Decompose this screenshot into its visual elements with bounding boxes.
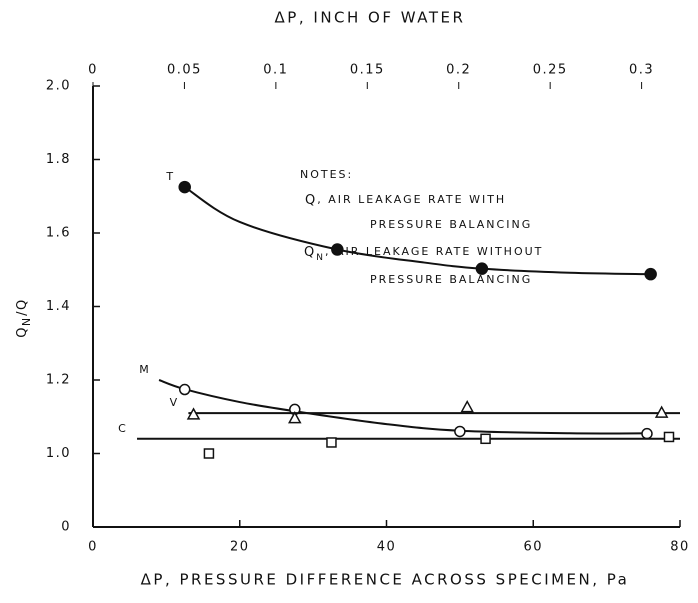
marker <box>641 427 653 440</box>
note-line: QN, AIR LEAKAGE RATE WITHOUT <box>304 245 543 263</box>
x-axis-title: ΔP, PRESSURE DIFFERENCE ACROSS SPECIMEN,… <box>141 571 630 589</box>
x2-tick-label: 0.25 <box>533 63 568 78</box>
x2-tick-label: 0.2 <box>446 63 471 78</box>
note-subscript: N <box>316 253 325 263</box>
note-symbol: Q <box>304 245 316 260</box>
series-label: V <box>170 396 180 409</box>
note-text: PRESSURE BALANCING <box>370 218 532 231</box>
x-tick-label: 60 <box>523 540 543 555</box>
marker <box>644 267 657 281</box>
note-line: Q, AIR LEAKAGE RATE WITH <box>305 193 506 208</box>
marker <box>475 262 489 275</box>
marker <box>288 411 302 424</box>
x-tick-label: 20 <box>230 540 250 555</box>
series-label: T <box>165 170 175 183</box>
y-label-rest: /Q <box>15 298 30 316</box>
series-label: C <box>118 422 128 435</box>
marker <box>178 383 191 396</box>
y-axis-title: QN/Q <box>15 298 34 338</box>
x-tick-label: 40 <box>377 540 397 555</box>
y-label-subscript: N <box>20 316 33 326</box>
marker <box>178 180 191 194</box>
marker <box>663 431 675 443</box>
note-line: PRESSURE BALANCING <box>370 218 532 231</box>
series-label: M <box>139 363 151 376</box>
y-tick-label: 1.0 <box>46 446 71 461</box>
x2-tick-label: 0.1 <box>263 63 288 78</box>
note-line: PRESSURE BALANCING <box>370 273 532 286</box>
x2-tick-label: 0 <box>88 63 98 78</box>
x2-tick-label: 0.15 <box>350 63 385 78</box>
x-tick-label: 0 <box>88 540 98 555</box>
x-tick-label: 80 <box>670 540 690 555</box>
top-axis-title: ΔP, INCH OF WATER <box>275 9 466 27</box>
marker <box>654 405 669 418</box>
note-text: , AIR LEAKAGE RATE WITH <box>317 193 506 206</box>
y-tick-label: 0 <box>61 520 71 535</box>
notes-heading: NOTES: <box>300 168 353 181</box>
fit-curve <box>184 186 651 276</box>
y-tick-label: 1.2 <box>46 373 71 388</box>
note-text: , AIR LEAKAGE RATE WITHOUT <box>325 245 543 258</box>
y-tick-label: 2.0 <box>46 79 71 94</box>
x2-tick-label: 0.05 <box>167 63 202 78</box>
marker <box>480 433 491 445</box>
marker <box>331 243 344 256</box>
y-tick-label: 1.8 <box>46 152 71 167</box>
y-label-symbol: Q <box>15 326 30 338</box>
marker <box>203 448 215 459</box>
y-tick-label: 1.4 <box>46 299 71 314</box>
marker <box>454 425 466 438</box>
note-text: PRESSURE BALANCING <box>370 273 532 286</box>
x2-tick-label: 0.3 <box>629 63 654 78</box>
fit-curve <box>158 379 651 435</box>
marker <box>460 400 474 413</box>
marker <box>186 407 201 420</box>
note-symbol: Q <box>305 193 317 208</box>
marker <box>326 437 337 448</box>
y-tick-label: 1.6 <box>46 226 71 241</box>
